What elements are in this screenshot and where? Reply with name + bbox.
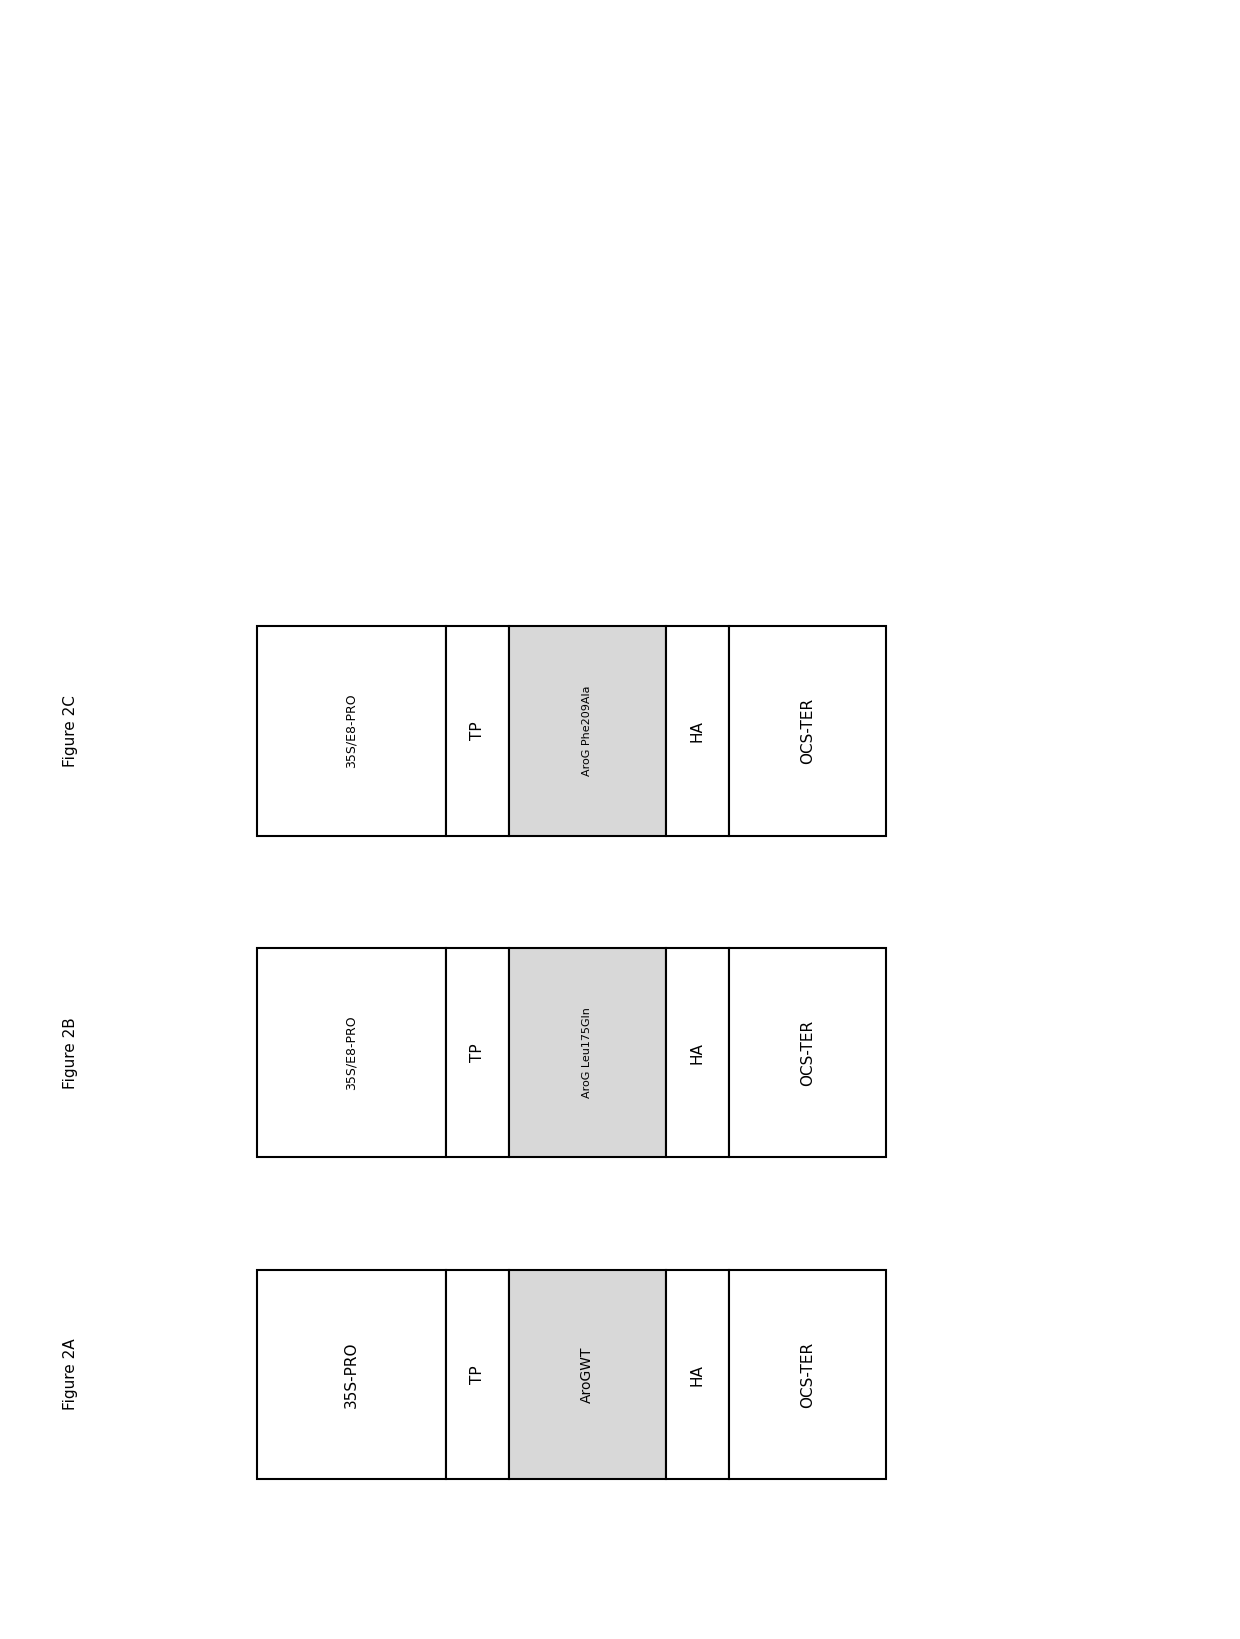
Bar xyxy=(508,626,666,836)
Text: HA: HA xyxy=(689,1364,704,1385)
Text: Figure 2C: Figure 2C xyxy=(63,695,78,767)
Text: HA: HA xyxy=(689,1042,704,1064)
Bar xyxy=(729,1270,887,1478)
Bar xyxy=(257,626,445,836)
Text: HA: HA xyxy=(689,720,704,742)
Bar xyxy=(508,949,666,1157)
Text: 35S-PRO: 35S-PRO xyxy=(343,1341,358,1408)
Bar xyxy=(445,1270,508,1478)
Bar xyxy=(508,1270,666,1478)
Bar xyxy=(666,949,729,1157)
Bar xyxy=(666,1270,729,1478)
Text: Figure 2A: Figure 2A xyxy=(63,1339,78,1411)
Text: AroG Phe209Ala: AroG Phe209Ala xyxy=(583,685,593,777)
Text: 35S/E8-PRO: 35S/E8-PRO xyxy=(345,693,358,769)
Text: AroGWT: AroGWT xyxy=(580,1346,594,1403)
Bar xyxy=(257,1270,445,1478)
Text: TP: TP xyxy=(470,1044,485,1062)
Text: OCS-TER: OCS-TER xyxy=(800,1019,815,1087)
Bar xyxy=(445,626,508,836)
Text: OCS-TER: OCS-TER xyxy=(800,1342,815,1408)
Bar xyxy=(729,949,887,1157)
Text: TP: TP xyxy=(470,721,485,741)
Bar xyxy=(445,949,508,1157)
Text: Figure 2B: Figure 2B xyxy=(63,1016,78,1088)
Text: TP: TP xyxy=(470,1365,485,1383)
Text: 35S/E8-PRO: 35S/E8-PRO xyxy=(345,1016,358,1090)
Bar xyxy=(257,949,445,1157)
Bar xyxy=(729,626,887,836)
Text: OCS-TER: OCS-TER xyxy=(800,698,815,764)
Bar xyxy=(666,626,729,836)
Text: AroG Leu175Gln: AroG Leu175Gln xyxy=(583,1008,593,1098)
